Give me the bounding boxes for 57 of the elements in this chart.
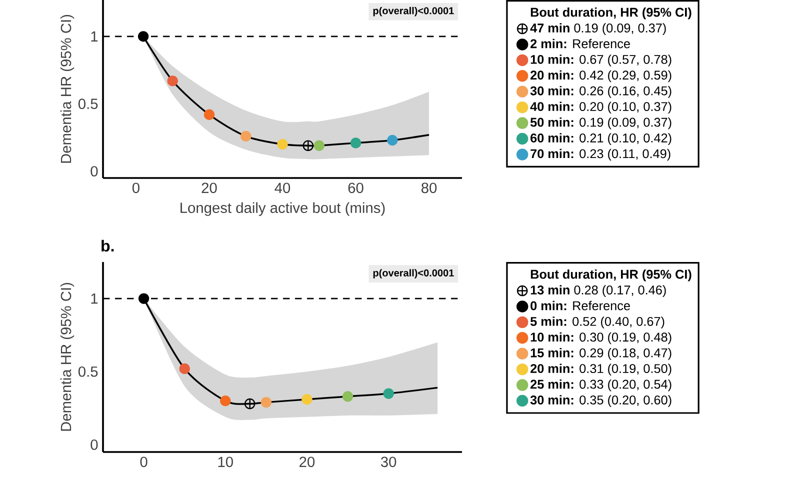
point: [138, 293, 150, 304]
x-tick-label: 80: [421, 182, 437, 194]
legend-label: 70 min: 0.23 (0.11, 0.49): [530, 148, 670, 161]
y-tick-label: 0.5: [78, 366, 98, 377]
point: [314, 140, 324, 151]
x-axis-title: Longest daily active bout (mins): [180, 202, 385, 216]
legend-label: 0 min: Reference: [530, 300, 630, 310]
legend-label: 2 min: Reference: [530, 38, 630, 48]
point: [167, 76, 178, 86]
legend-label: 10 min: 0.67 (0.57, 0.78): [530, 54, 672, 66]
y-tick-label: 1: [91, 294, 98, 304]
legend-title: Bout duration, HR (95% CI): [530, 269, 692, 282]
legend-label: 60 min: 0.21 (0.10, 0.42): [530, 133, 672, 145]
y-axis-title: Dementia HR (95% CI): [60, 14, 74, 163]
point: [244, 398, 256, 410]
legend-label: 50 min: 0.19 (0.09, 0.37): [530, 117, 672, 130]
point: [302, 140, 314, 152]
legend-label: 10 min: 0.30 (0.19, 0.48): [530, 332, 672, 344]
point: [342, 391, 354, 402]
point: [204, 109, 215, 120]
legend-label: 40 min: 0.20 (0.10, 0.37): [530, 102, 672, 114]
legend-label: 20 min: 0.31 (0.19, 0.50): [530, 364, 672, 376]
legend-title: Bout duration, HR (95% CI): [530, 7, 692, 20]
legend-label: 30 min: 0.35 (0.20, 0.60): [530, 395, 672, 407]
y-tick-label: 1: [91, 31, 98, 42]
point: [138, 31, 149, 42]
legend-label: 30 min: 0.26 (0.16, 0.45): [530, 86, 672, 98]
point: [179, 363, 190, 374]
point: [240, 130, 252, 142]
x-tick-label: 20: [202, 182, 217, 194]
legend-label: 47 min 0.19 (0.09, 0.37): [530, 23, 666, 35]
annotation: p(overall)<0.0001: [373, 6, 454, 16]
legend-label: 13 min 0.28 (0.17, 0.46): [530, 285, 666, 297]
x-tick-label: 0: [132, 182, 140, 194]
x-tick-label: 20: [300, 456, 315, 468]
x-tick-label: 0: [140, 456, 148, 468]
annotation: p(overall)<0.0001: [373, 269, 454, 278]
y-tick-label: 0: [90, 440, 98, 450]
point: [387, 134, 398, 146]
legend-label: 5 min: 0.52 (0.40, 0.67): [530, 316, 664, 328]
chart-title: b.: [102, 240, 114, 252]
legend-label: 25 min: 0.33 (0.20, 0.54): [530, 379, 672, 392]
legend-label: 15 min: 0.29 (0.18, 0.47): [530, 348, 672, 360]
point: [302, 394, 312, 405]
y-axis-title: Dementia HR (95% CI): [60, 282, 74, 431]
y-tick-label: 0.5: [78, 98, 98, 110]
x-tick-label: 40: [274, 182, 290, 194]
x-tick-label: 10: [218, 456, 233, 468]
point: [220, 396, 231, 406]
y-tick-label: 0: [90, 166, 98, 176]
point: [277, 138, 288, 150]
legend-label: 20 min: 0.42 (0.29, 0.59): [530, 70, 672, 82]
point: [383, 388, 394, 399]
x-tick-label: 30: [380, 456, 396, 468]
point: [350, 138, 362, 148]
x-tick-label: 60: [348, 182, 364, 194]
point: [260, 396, 272, 408]
